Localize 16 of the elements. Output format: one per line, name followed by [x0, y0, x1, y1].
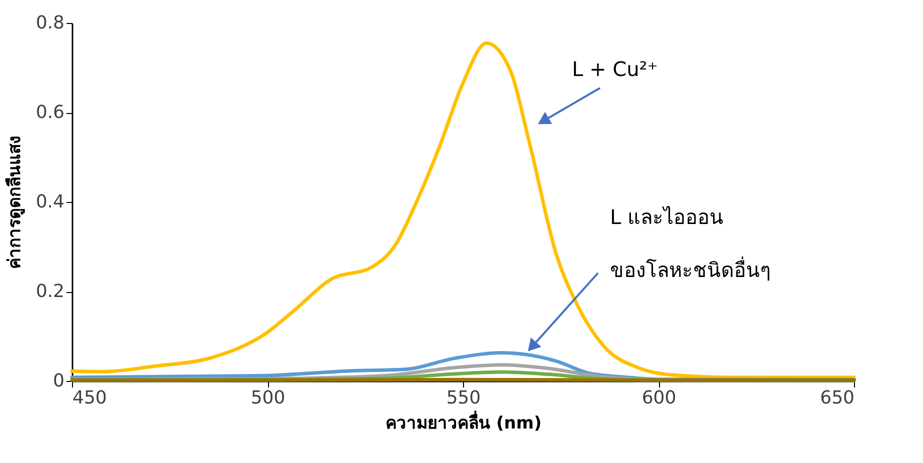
y-tick-label: 0: [53, 370, 64, 392]
x-axis-title: ความยาวคลื่น (nm): [385, 410, 542, 434]
y-tick-label: 0.8: [36, 12, 64, 34]
annotation: L + Cu²⁺: [572, 57, 658, 81]
y-tick-label: 0.2: [36, 281, 64, 302]
x-tick-label: 650: [820, 388, 854, 408]
y-tick-label: 0.4: [36, 192, 64, 212]
y-axis-title: ค่าการดูดกลืนแสง: [4, 136, 26, 269]
y-tick-label: 0.6: [36, 102, 64, 123]
x-tick-label: 500: [250, 388, 286, 408]
annotation: L และไอออน: [610, 205, 724, 229]
x-tick-label: 450: [72, 388, 107, 408]
line-series: [70, 41, 856, 380]
annotation: ของโลหะชนิดอื่นๆ: [610, 256, 771, 282]
x-tick-label: 600: [642, 388, 676, 408]
x-tick-label: 550: [446, 388, 481, 408]
